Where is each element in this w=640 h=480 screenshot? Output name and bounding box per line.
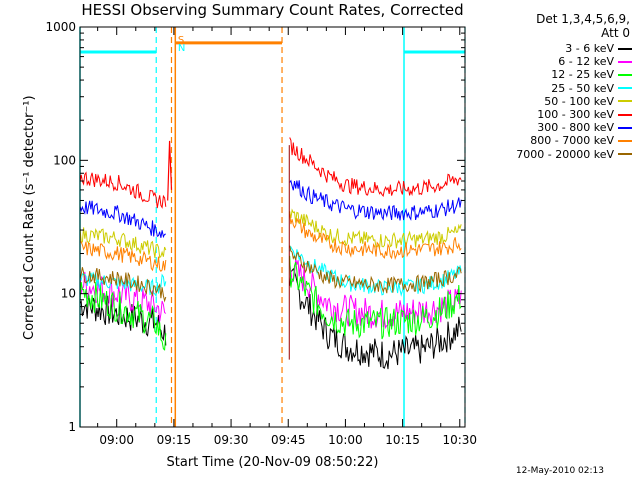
legend-swatch (618, 139, 632, 142)
series-trace-post-5 (289, 137, 462, 197)
legend-label: 100 - 300 keV (537, 108, 614, 121)
x-tick-label-6: 10:30 (442, 433, 477, 447)
legend-label: 7000 - 20000 keV (516, 147, 614, 161)
legend-entry: 12 - 25 keV (551, 68, 632, 81)
series-trace-post-8 (289, 245, 462, 294)
legend-entry: 3 - 6 keV (565, 42, 632, 55)
legend-header-line2: Att 0 (601, 26, 630, 40)
x-tick-label-4: 10:00 (328, 433, 363, 447)
annotation-n: N (178, 43, 185, 54)
legend-label: 12 - 25 keV (551, 68, 614, 82)
series-trace-pre-6 (79, 200, 166, 239)
series-trace-post-2 (289, 255, 462, 340)
legend-swatch (618, 126, 632, 129)
x-tick-label-2: 09:30 (214, 433, 249, 447)
series-trace-pre-5 (79, 171, 167, 209)
legend-swatch (618, 100, 632, 103)
legend-swatch (618, 113, 632, 116)
y-tick-label-2: 100 (53, 153, 76, 167)
series-trace-pre-3 (79, 272, 167, 298)
legend-label: 6 - 12 keV (558, 55, 614, 69)
y-tick-label-3: 1000 (45, 20, 76, 34)
legend-swatch (618, 47, 632, 50)
legend-swatch (618, 87, 632, 90)
series-trace-pre-4 (79, 227, 167, 259)
flare-spike (167, 140, 173, 201)
legend-label: 800 - 7000 keV (530, 134, 614, 148)
legend-entry: 800 - 7000 keV (530, 134, 632, 147)
x-tick-label-5: 10:15 (385, 433, 420, 447)
series-trace-post-7 (289, 213, 462, 260)
legend-entry: 100 - 300 keV (537, 108, 632, 121)
series-trace-pre-2 (79, 281, 167, 351)
legend-swatch (618, 73, 632, 76)
y-tick-label-1: 10 (61, 287, 76, 301)
legend-header-line1: Det 1,3,4,5,6,9, (536, 12, 630, 26)
series-trace-post-0 (289, 267, 462, 370)
chart-title: HESSI Observing Summary Count Rates, Cor… (81, 1, 464, 19)
legend-entry: 25 - 50 keV (551, 82, 632, 95)
x-tick-label-0: 09:00 (99, 433, 134, 447)
series-trace-post-4 (289, 208, 462, 250)
x-axis-label: Start Time (20-Nov-09 08:50:22) (166, 455, 379, 470)
legend-entry: 50 - 100 keV (544, 95, 632, 108)
legend-label: 50 - 100 keV (544, 94, 614, 108)
y-tick-label-0: 1 (68, 420, 76, 434)
series-trace-pre-8 (79, 267, 167, 303)
legend-entry: 300 - 800 keV (537, 121, 632, 134)
series-trace-pre-1 (79, 271, 167, 322)
legend-label: 300 - 800 keV (537, 121, 614, 135)
series-trace-post-6 (289, 179, 462, 221)
legend-label: 25 - 50 keV (551, 81, 614, 95)
x-tick-label-1: 09:15 (157, 433, 192, 447)
legend-entry: 6 - 12 keV (558, 55, 632, 68)
plot-frame (79, 26, 466, 428)
series-trace-pre-7 (80, 241, 167, 272)
y-axis-label: Corrected Count Rate (s⁻¹ detector⁻¹) (22, 95, 37, 340)
annotation-s: S (178, 35, 184, 46)
legend-swatch (618, 60, 632, 63)
legend-swatch (618, 153, 632, 156)
legend-entry: 7000 - 20000 keV (516, 148, 632, 161)
timestamp: 12-May-2010 02:13 (515, 466, 604, 476)
x-tick-label-3: 09:45 (271, 433, 306, 447)
legend-label: 3 - 6 keV (565, 42, 614, 55)
